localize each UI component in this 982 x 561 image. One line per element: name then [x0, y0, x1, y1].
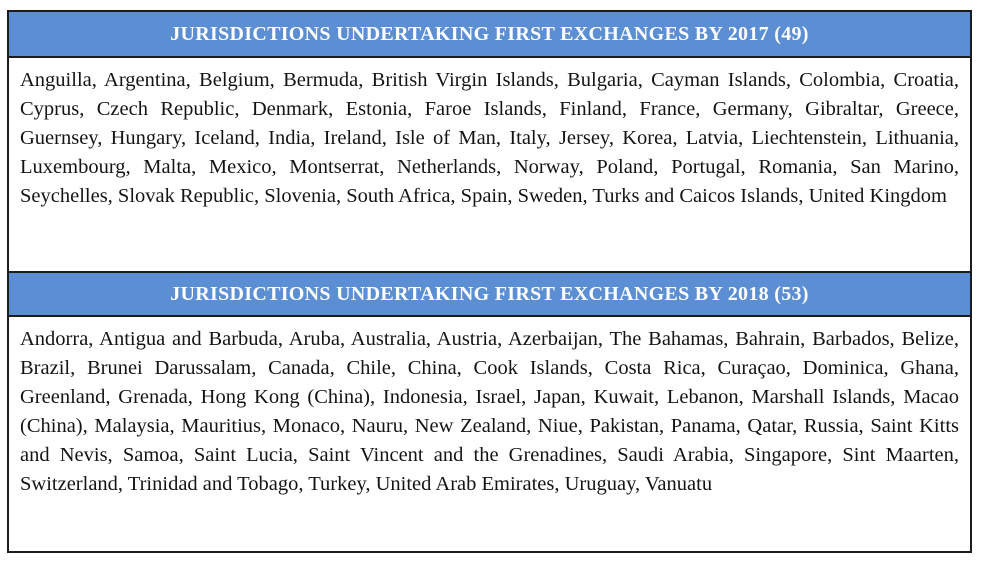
body-cell-2018: Andorra, Antigua and Barbuda, Aruba, Aus… — [9, 317, 970, 543]
section-title-2017: JURISDICTIONS UNDERTAKING FIRST EXCHANGE… — [170, 22, 809, 45]
header-row-2018: JURISDICTIONS UNDERTAKING FIRST EXCHANGE… — [9, 271, 970, 317]
section-title-2018: JURISDICTIONS UNDERTAKING FIRST EXCHANGE… — [170, 282, 809, 305]
header-row-2017: JURISDICTIONS UNDERTAKING FIRST EXCHANGE… — [9, 12, 970, 58]
jurisdictions-table: JURISDICTIONS UNDERTAKING FIRST EXCHANGE… — [7, 10, 972, 553]
jurisdictions-list-2017: Anguilla, Argentina, Belgium, Bermuda, B… — [20, 69, 959, 207]
body-cell-2017: Anguilla, Argentina, Belgium, Bermuda, B… — [9, 58, 970, 271]
jurisdictions-list-2018: Andorra, Antigua and Barbuda, Aruba, Aus… — [20, 328, 959, 495]
